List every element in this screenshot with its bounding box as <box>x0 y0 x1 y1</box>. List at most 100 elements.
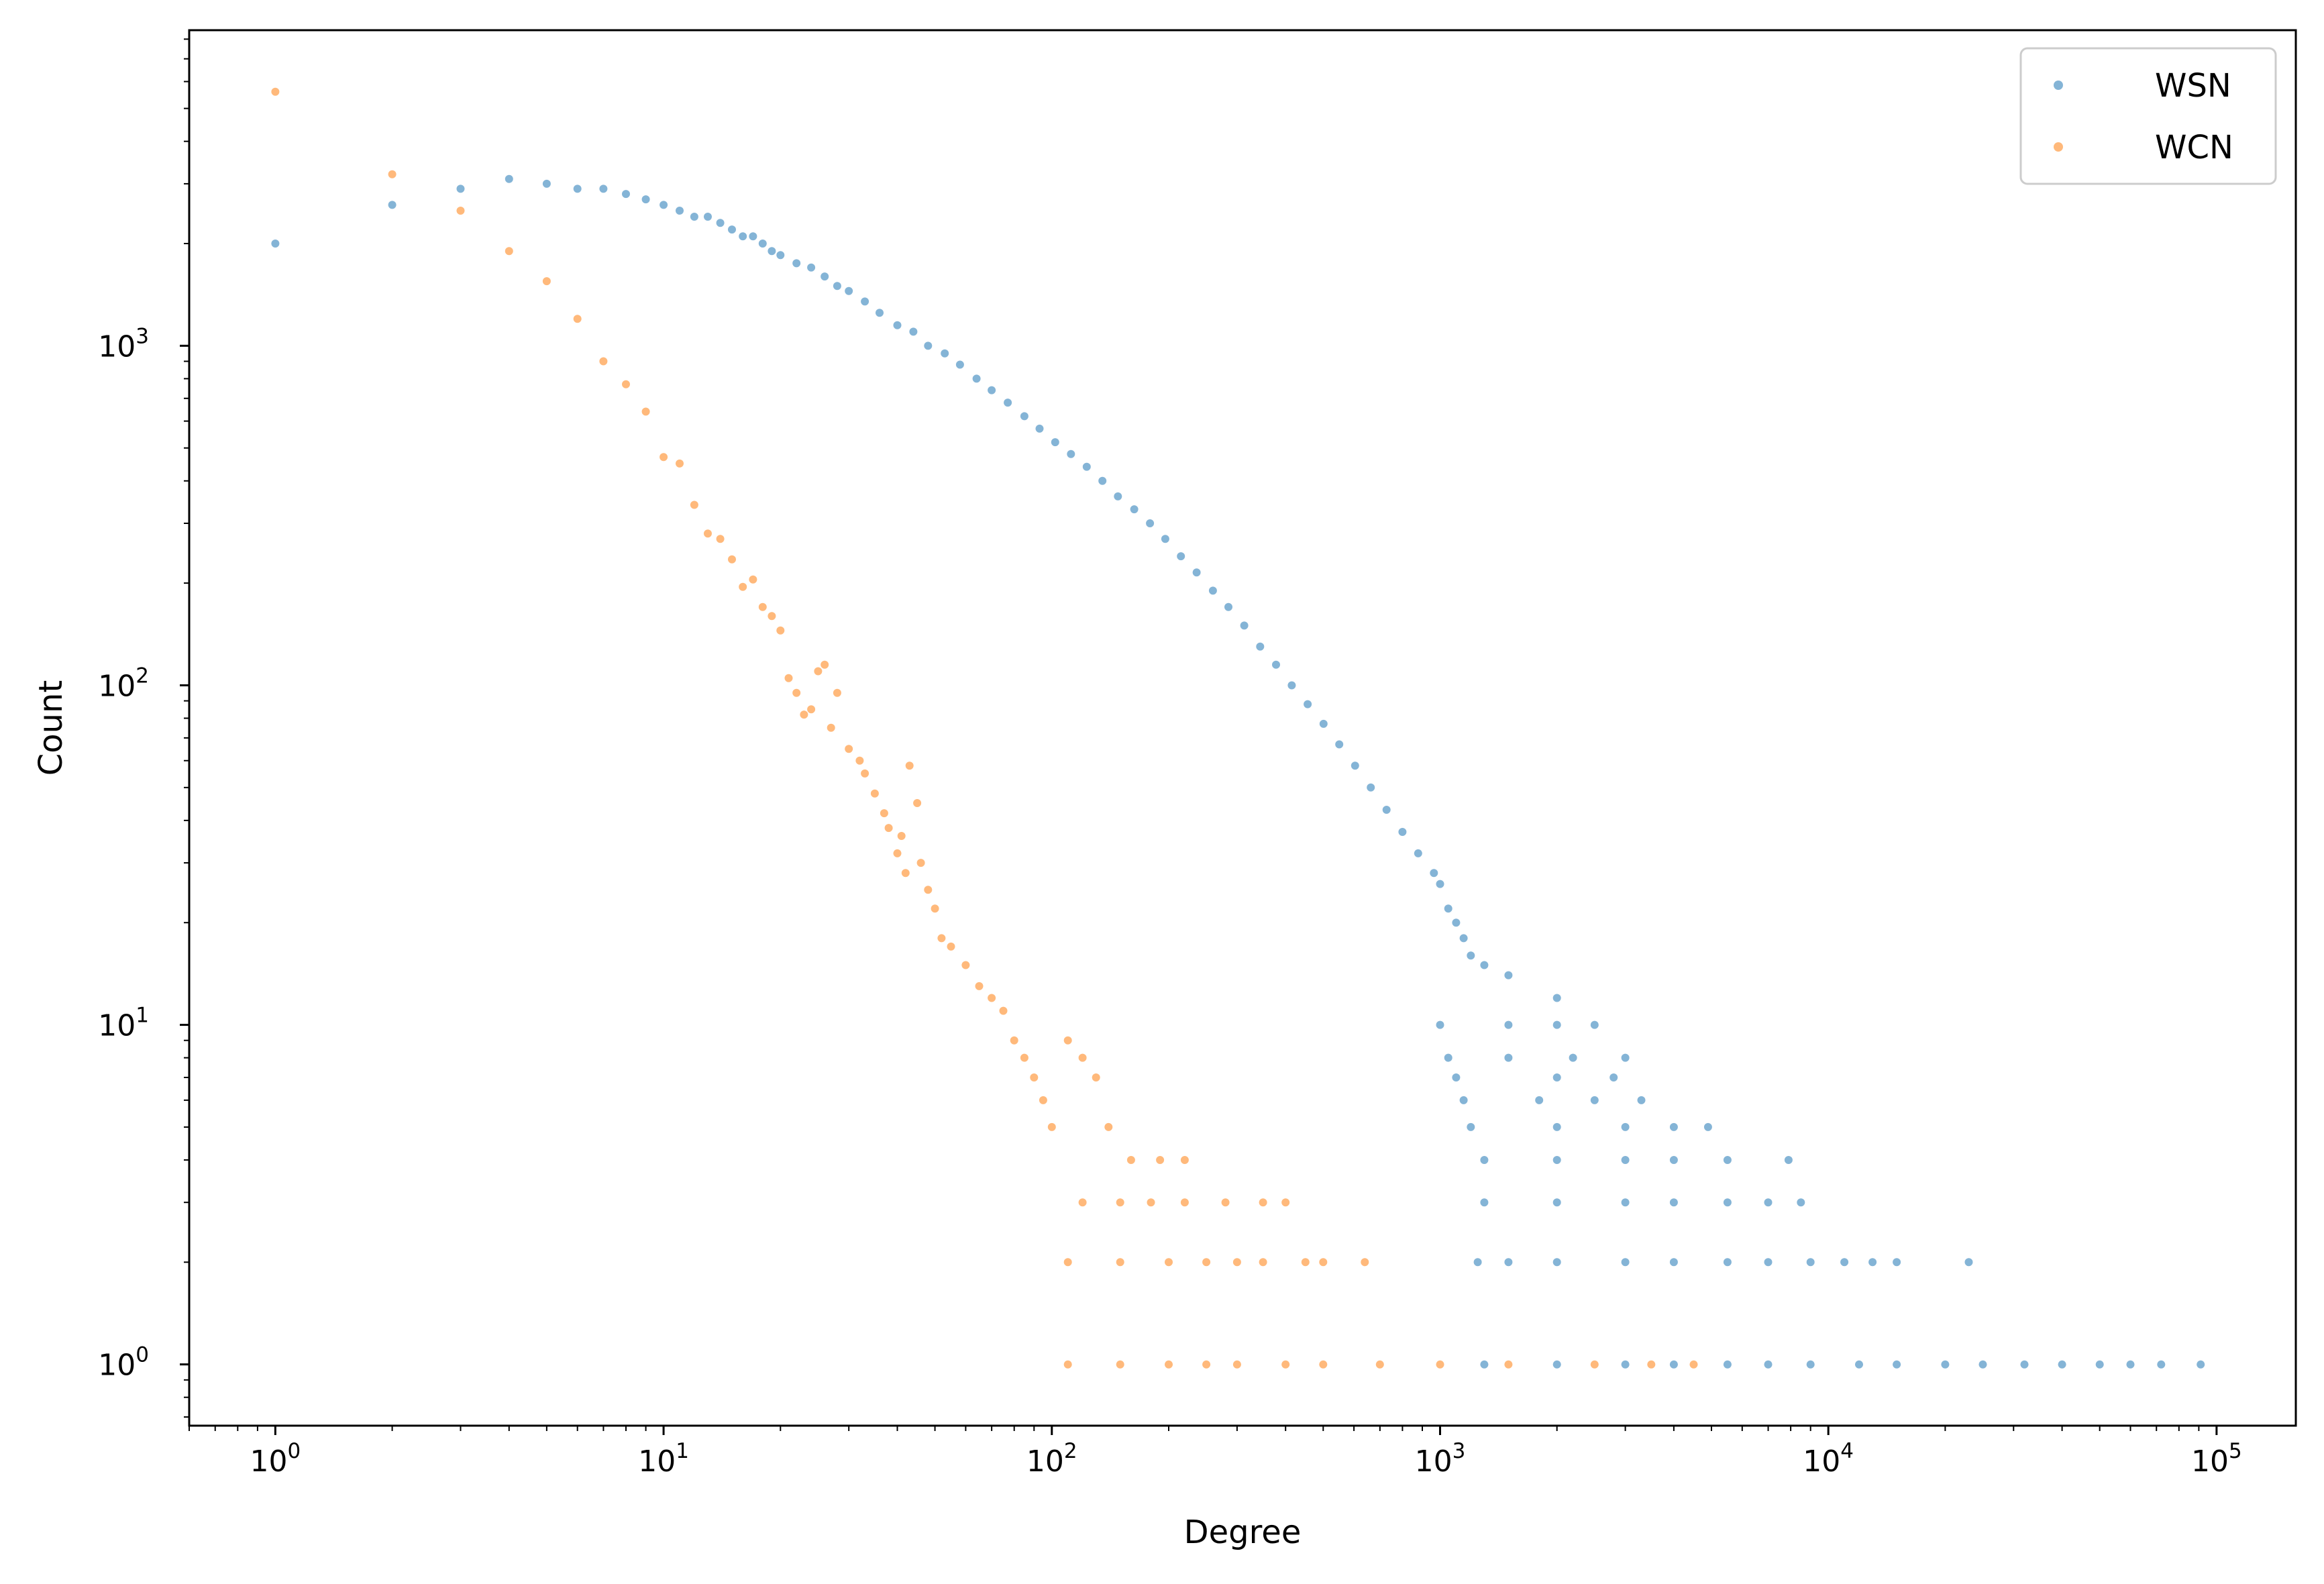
points-layer <box>270 87 2206 1369</box>
point-wsn-21 <box>806 262 816 272</box>
x-tick-label-4: 104 <box>1803 1439 1854 1479</box>
point-wcn-18 <box>767 611 777 621</box>
point-wsn-81 <box>1459 1095 1469 1105</box>
point-wsn-129 <box>2125 1359 2135 1369</box>
point-wcn-38 <box>912 798 922 808</box>
point-wsn-115 <box>1479 1359 1489 1369</box>
point-wsn-38 <box>1066 449 1076 459</box>
point-wsn-126 <box>2019 1359 2029 1369</box>
point-wcn-43 <box>946 941 956 951</box>
point-wsn-5 <box>572 184 582 194</box>
point-wsn-3 <box>504 174 514 184</box>
point-wsn-75 <box>1503 1053 1514 1063</box>
point-wsn-78 <box>1451 1073 1461 1082</box>
point-wsn-20 <box>792 258 802 268</box>
point-wcn-51 <box>1038 1095 1048 1105</box>
point-wcn-10 <box>675 458 684 468</box>
point-wcn-81 <box>1281 1359 1291 1369</box>
point-wsn-22 <box>820 272 830 282</box>
point-wsn-99 <box>1669 1198 1679 1208</box>
ticks-layer: 100 101 102 103 104 105 100 101 102 103 <box>98 38 2242 1479</box>
point-wsn-18 <box>767 246 777 256</box>
point-wcn-32 <box>879 808 889 819</box>
point-wsn-131 <box>2196 1359 2206 1369</box>
point-wsn-23 <box>832 281 842 291</box>
point-wsn-77 <box>1620 1053 1630 1063</box>
point-wsn-61 <box>1429 868 1439 878</box>
point-wsn-68 <box>1503 970 1514 980</box>
point-wcn-29 <box>855 755 865 765</box>
point-wsn-24 <box>844 286 854 296</box>
point-wcn-66 <box>1281 1198 1291 1208</box>
point-wsn-121 <box>1805 1359 1815 1369</box>
point-wsn-51 <box>1271 659 1281 670</box>
point-wsn-80 <box>1609 1073 1619 1082</box>
point-wsn-9 <box>659 200 669 210</box>
point-wsn-82 <box>1534 1095 1544 1105</box>
point-wcn-41 <box>930 904 940 914</box>
point-wcn-22 <box>799 710 809 720</box>
point-wcn-88 <box>1689 1359 1699 1369</box>
point-wsn-111 <box>1840 1257 1850 1267</box>
point-wsn-101 <box>1763 1198 1773 1208</box>
point-wsn-127 <box>2057 1359 2067 1369</box>
point-wsn-123 <box>1892 1359 1902 1369</box>
point-wcn-61 <box>1115 1198 1125 1208</box>
legend-marker-wsn <box>2054 81 2063 90</box>
point-wsn-90 <box>1479 1155 1489 1165</box>
point-wsn-76 <box>1568 1053 1578 1063</box>
legend-marker-wcn <box>2054 142 2063 152</box>
point-wcn-53 <box>1063 1035 1073 1045</box>
point-wsn-69 <box>1552 993 1562 1003</box>
point-wcn-44 <box>961 960 971 970</box>
point-wsn-119 <box>1722 1359 1732 1369</box>
point-wsn-67 <box>1479 960 1489 970</box>
point-wcn-8 <box>641 407 651 417</box>
plot-frame <box>188 29 2297 1427</box>
point-wcn-19 <box>776 625 786 635</box>
point-wcn-26 <box>826 723 836 733</box>
x-tick-label-2: 102 <box>1026 1439 1077 1479</box>
point-wsn-117 <box>1620 1359 1630 1369</box>
point-wsn-37 <box>1050 437 1060 447</box>
point-wsn-42 <box>1129 505 1139 515</box>
point-wcn-42 <box>937 933 947 943</box>
point-wcn-5 <box>572 314 582 324</box>
point-wcn-37 <box>904 761 914 771</box>
point-wcn-75 <box>1360 1257 1370 1267</box>
point-wsn-0 <box>270 239 280 248</box>
point-wcn-82 <box>1318 1359 1328 1369</box>
point-wsn-11 <box>689 212 699 221</box>
legend-label-wsn: WSN <box>2155 67 2231 105</box>
point-wsn-122 <box>1854 1359 1864 1369</box>
point-wsn-118 <box>1669 1359 1679 1369</box>
point-wcn-11 <box>689 500 699 510</box>
point-wcn-67 <box>1063 1257 1073 1267</box>
point-wsn-46 <box>1192 568 1202 578</box>
point-wcn-80 <box>1232 1359 1242 1369</box>
point-wsn-12 <box>703 212 712 221</box>
point-wcn-63 <box>1179 1198 1190 1208</box>
point-wsn-16 <box>748 231 758 242</box>
point-wcn-36 <box>900 868 910 878</box>
point-wcn-20 <box>784 673 794 683</box>
point-wcn-33 <box>884 823 894 833</box>
point-wsn-106 <box>1620 1257 1630 1267</box>
point-wsn-84 <box>1636 1095 1646 1105</box>
point-wsn-98 <box>1620 1198 1630 1208</box>
point-wsn-17 <box>757 239 768 248</box>
point-wsn-105 <box>1552 1257 1562 1267</box>
point-wsn-1 <box>387 200 397 210</box>
point-wsn-53 <box>1303 699 1313 709</box>
point-wsn-2 <box>456 184 466 194</box>
point-wsn-109 <box>1763 1257 1773 1267</box>
point-wsn-6 <box>598 184 609 194</box>
point-wsn-19 <box>776 250 786 260</box>
point-wcn-48 <box>1009 1035 1019 1045</box>
point-wsn-43 <box>1145 519 1155 528</box>
point-wsn-29 <box>923 341 933 351</box>
y-axis-label: Count <box>32 680 70 776</box>
point-wcn-0 <box>270 87 280 97</box>
point-wsn-54 <box>1318 719 1328 729</box>
